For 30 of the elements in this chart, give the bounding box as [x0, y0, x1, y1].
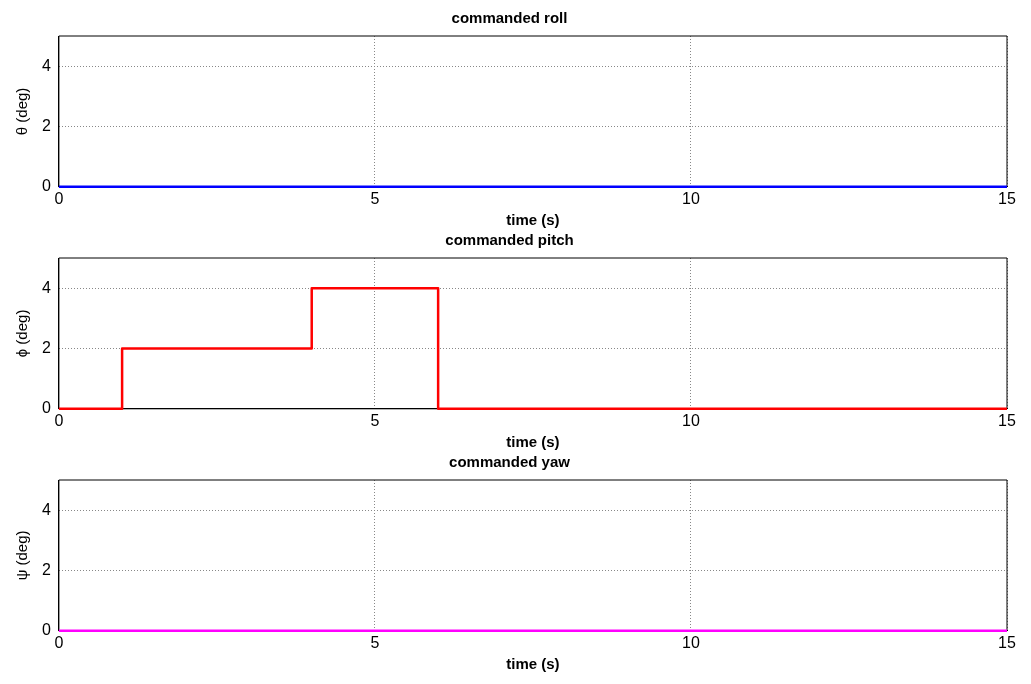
- x-tick-label: 10: [682, 411, 700, 429]
- y-axis-title: ψ (deg): [13, 530, 31, 581]
- x-tick-label: 0: [54, 411, 64, 429]
- x-tick-label: 5: [370, 411, 380, 429]
- x-tick-label: 15: [998, 633, 1016, 651]
- y-tick-label: 4: [41, 500, 51, 518]
- y-tick-label: 0: [41, 621, 51, 639]
- y-axis-title: θ (deg): [13, 87, 31, 136]
- y-tick-label: 2: [41, 338, 51, 356]
- y-axis-title: ϕ (deg): [13, 309, 31, 358]
- x-axis-title: time (s): [506, 211, 560, 229]
- x-tick-label: 0: [54, 633, 64, 651]
- y-tick-label: 0: [41, 177, 51, 195]
- chart-title: commanded yaw: [449, 453, 571, 471]
- x-axis-title: time (s): [506, 655, 560, 673]
- y-tick-label: 4: [41, 56, 51, 74]
- y-tick-label: 0: [41, 399, 51, 417]
- chart-title: commanded roll: [451, 9, 568, 27]
- x-tick-label: 15: [998, 411, 1016, 429]
- x-tick-label: 15: [998, 189, 1016, 207]
- x-tick-label: 10: [682, 189, 700, 207]
- x-axis-title: time (s): [506, 433, 560, 451]
- y-tick-label: 2: [41, 116, 51, 134]
- y-tick-label: 2: [41, 560, 51, 578]
- x-tick-label: 10: [682, 633, 700, 651]
- y-tick-label: 4: [41, 278, 51, 296]
- x-tick-label: 0: [54, 189, 64, 207]
- x-tick-label: 5: [370, 189, 380, 207]
- x-tick-label: 5: [370, 633, 380, 651]
- chart-title: commanded pitch: [445, 231, 574, 249]
